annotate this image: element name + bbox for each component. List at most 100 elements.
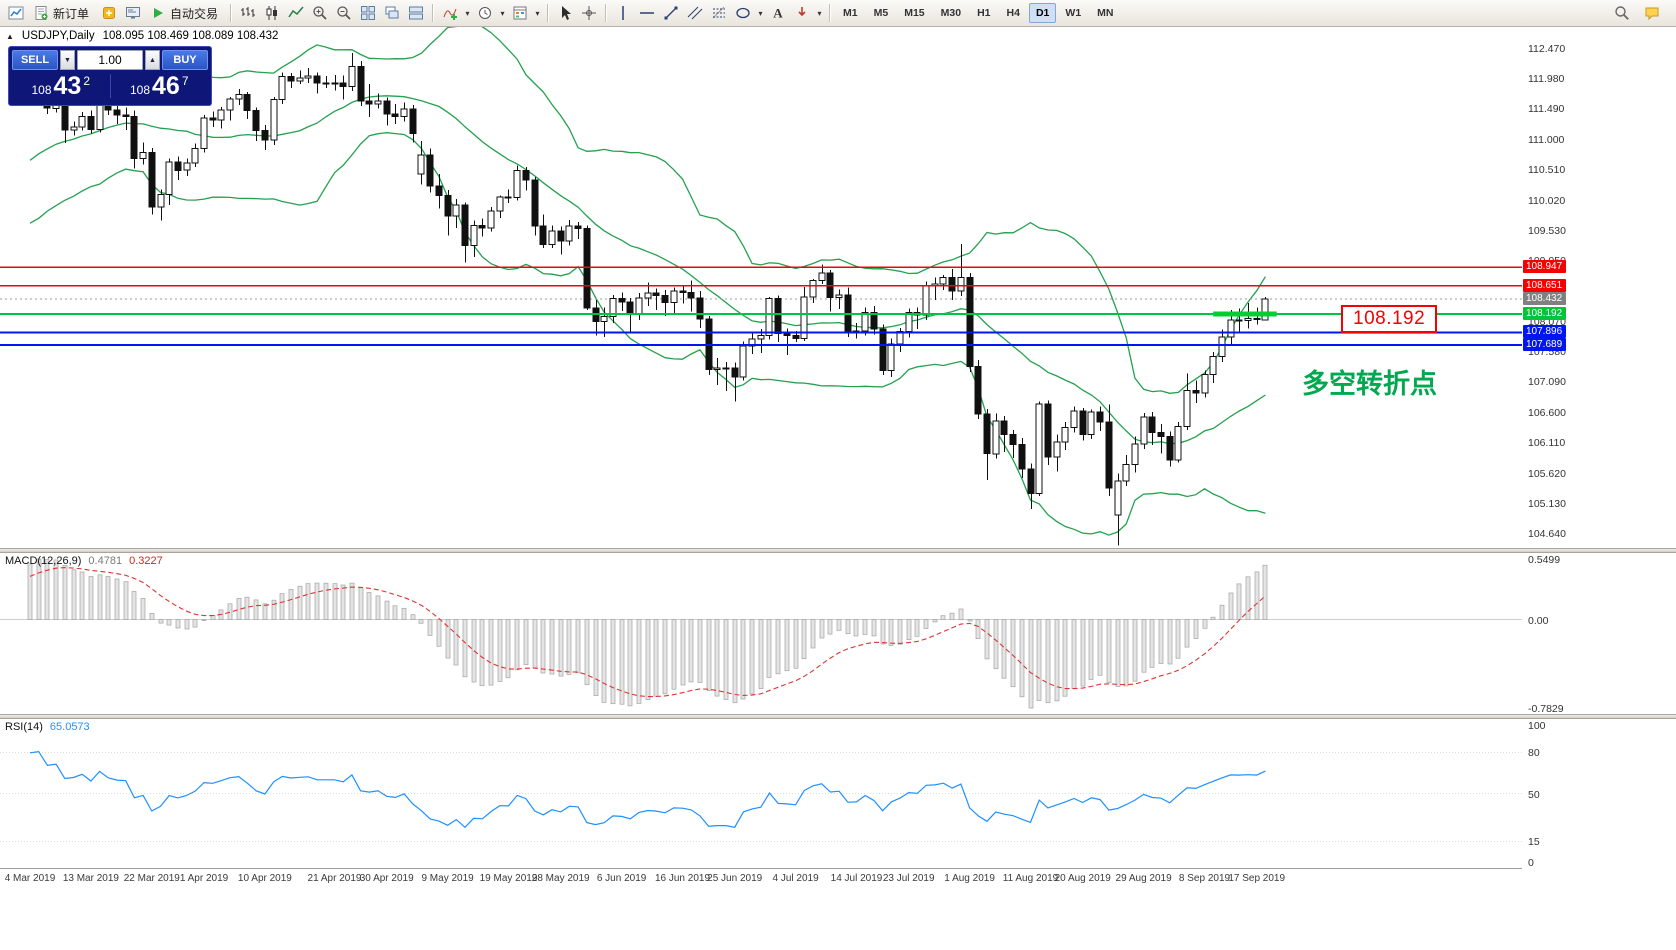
price-level-tag: 107.896 [1523,325,1567,339]
horizontal-line-tool-button[interactable] [635,2,659,24]
time-axis-label: 1 Aug 2019 [944,873,995,884]
bid-price[interactable]: 108 43 2 [12,73,110,99]
text-tool-button[interactable]: A [766,2,790,24]
toolbar-separator [432,4,435,22]
crosshair-button[interactable] [577,2,601,24]
macd-scale-min: -0.7829 [1528,703,1564,715]
templates-dropdown-caret[interactable]: ▾ [532,2,543,24]
zoom-out-button[interactable] [332,2,356,24]
time-axis-label: 8 Sep 2019 [1178,873,1231,884]
fibonacci-icon [712,6,726,19]
bar-chart-icon [241,7,256,17]
price-level-tag: 108.651 [1523,278,1567,292]
price-chart-canvas[interactable] [0,27,1522,548]
price-axis-label: 107.090 [1528,376,1566,389]
crosshair-icon [582,6,597,20]
autotrading-button[interactable]: 自动交易 [145,2,226,24]
time-axis-label: 23 Jul 2019 [882,873,935,884]
volume-increase-button[interactable]: ▲ [145,50,160,70]
chart-header: ▲ USDJPY,Daily 108.095 108.469 108.089 1… [6,30,278,42]
time-axis-label: 20 Aug 2019 [1054,873,1111,884]
ask-pipette: 7 [181,74,189,88]
timeframe-button-m30[interactable]: M30 [934,3,968,23]
tile-windows-icon [361,6,376,20]
time-axis-label: 29 Aug 2019 [1115,873,1172,884]
panel-separator[interactable] [0,714,1676,719]
timeframe-button-m5[interactable]: M5 [867,3,896,23]
price-axis[interactable]: 112.470 111.980 111.490 111.000 110.510 110.0… [1522,27,1676,890]
horizontal-line-icon [640,12,655,14]
cursor-icon [562,6,572,20]
macd-scale-max: 0.5499 [1528,554,1561,566]
shapes-icon [736,7,750,19]
trendline-icon [664,6,678,20]
arrange-windows-button[interactable] [404,2,428,24]
new-order-label: 新订单 [53,6,90,21]
channel-tool-button[interactable] [683,2,707,24]
trendline-tool-button[interactable] [659,2,683,24]
panel-separator[interactable] [0,548,1676,553]
volume-input[interactable] [77,50,143,70]
toolbar-right-group [1610,2,1672,24]
timeframe-button-m15[interactable]: M15 [897,3,931,23]
arrows-tool-button[interactable] [790,2,814,24]
arrange-windows-icon [409,6,424,20]
one-click-collapse-arrow[interactable]: ▲ [6,31,14,41]
new-chart-button[interactable] [4,2,28,24]
time-axis[interactable]: 4 Mar 2019 13 Mar 2019 22 Mar 2019 1 Apr 20… [0,869,1522,889]
sell-button[interactable]: SELL [12,50,58,70]
timeframe-button-w1[interactable]: W1 [1058,3,1088,23]
periods-dropdown-caret[interactable]: ▾ [497,2,508,24]
cursor-button[interactable] [553,2,577,24]
templates-button[interactable] [508,2,532,24]
price-level-tag: 107.689 [1523,338,1567,352]
arrows-dropdown-caret[interactable]: ▾ [814,2,825,24]
time-axis-label: 19 May 2019 [479,873,538,884]
shapes-dropdown-caret[interactable]: ▾ [755,2,766,24]
indicators-icon [443,8,458,20]
macd-main-value: 0.4781 [88,555,123,567]
line-chart-button[interactable] [284,2,308,24]
indicators-dropdown-caret[interactable]: ▾ [462,2,473,24]
time-axis-label: 13 Mar 2019 [62,873,119,884]
periods-clock-icon [479,7,492,19]
text-tool-icon: A [773,6,783,21]
zoom-out-icon [337,6,351,20]
search-button[interactable] [1610,2,1634,24]
buy-button[interactable]: BUY [162,50,208,70]
terminal-button[interactable] [121,2,145,24]
fibonacci-tool-button[interactable] [707,2,731,24]
arrows-icon [798,7,806,17]
new-chart-icon [8,6,24,20]
autotrading-label: 自动交易 [170,6,219,21]
price-divider [109,74,111,98]
community-button[interactable] [1640,2,1664,24]
cascade-windows-button[interactable] [380,2,404,24]
bar-chart-button[interactable] [236,2,260,24]
timeframe-button-m1[interactable]: M1 [836,3,865,23]
macd-canvas[interactable] [0,553,1522,714]
timeframe-button-h1[interactable]: H1 [970,3,997,23]
periods-button[interactable] [473,2,497,24]
timeframe-button-mn[interactable]: MN [1090,3,1120,23]
tile-windows-button[interactable] [356,2,380,24]
line-chart-icon [288,6,304,18]
rsi-canvas[interactable] [0,719,1522,868]
indicators-button[interactable] [438,2,462,24]
rsi-header: RSI(14) 65.0573 [5,721,90,733]
timeframe-button-d1[interactable]: D1 [1028,3,1057,23]
shapes-tool-button[interactable] [731,2,755,24]
time-axis-label: 14 Jul 2019 [830,873,883,884]
volume-decrease-button[interactable]: ▼ [60,50,75,70]
ask-price[interactable]: 108 46 7 [111,73,209,99]
time-axis-label: 17 Sep 2019 [1228,873,1286,884]
new-order-button[interactable]: 新订单 [28,2,97,24]
metaeditor-button[interactable] [97,2,121,24]
rsi-scale-label: 80 [1528,747,1540,760]
time-axis-label: 6 Jun 2019 [596,873,647,884]
timeframe-button-h4[interactable]: H4 [1000,3,1027,23]
timeframe-toolbar: M1 M5 M15 M30 H1 H4 D1 W1 MN [835,3,1121,23]
candlestick-chart-button[interactable] [260,2,284,24]
zoom-in-button[interactable] [308,2,332,24]
vertical-line-tool-button[interactable] [611,2,635,24]
